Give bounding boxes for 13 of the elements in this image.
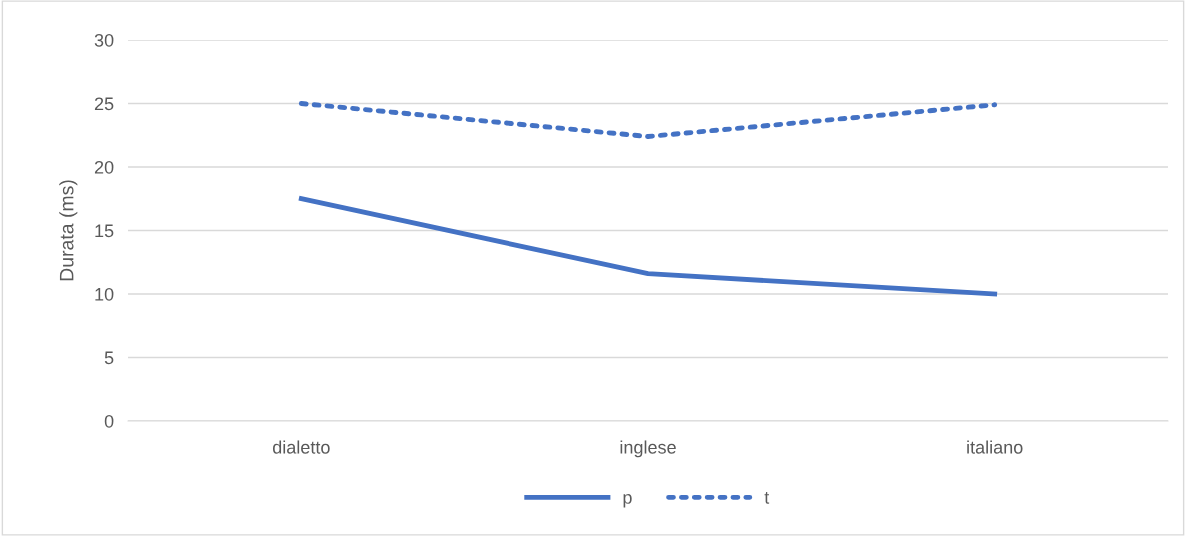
legend-label: t (764, 492, 770, 504)
y-tick-label: 20 (94, 160, 114, 174)
y-tick-label: 5 (104, 351, 114, 365)
y-tick-label: 25 (94, 97, 114, 111)
x-tick-label: inglese (620, 440, 676, 458)
y-tick-label: 30 (94, 33, 114, 47)
y-tick-label: 15 (95, 224, 114, 238)
x-tick-label: italiano (967, 440, 1023, 454)
y-tick-label: 10 (95, 287, 114, 301)
y-axis-title: Durata (ms) (59, 180, 78, 281)
legend-label: p (623, 493, 632, 508)
x-tick-label: dialetto (272, 440, 330, 454)
y-tick-label: 0 (104, 414, 114, 428)
